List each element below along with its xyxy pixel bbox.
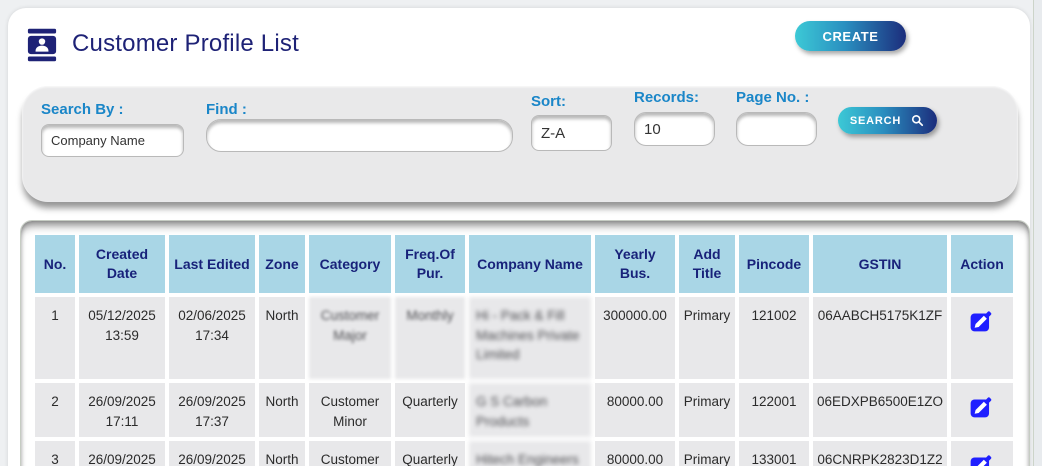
cell-edited: 02/06/2025 17:34 (169, 297, 255, 379)
customer-table-panel: No. Created Date Last Edited Zone Catego… (20, 220, 1030, 466)
main-panel: Customer Profile List CREATE Search By :… (8, 8, 1030, 466)
cell-action (951, 383, 1013, 437)
cell-yearly: 300000.00 (595, 297, 675, 379)
cell-no: 1 (35, 297, 75, 379)
edit-button[interactable] (969, 393, 995, 419)
cell-yearly: 80000.00 (595, 383, 675, 437)
search-button-label: SEARCH (849, 114, 902, 127)
cell-add-title: Primary (679, 441, 735, 466)
sort-label: Sort: (531, 93, 566, 110)
cell-add-title: Primary (679, 383, 735, 437)
find-label: Find : (206, 101, 247, 118)
col-zone: Zone (259, 235, 305, 293)
edit-button[interactable] (969, 451, 995, 466)
cell-freq: Quarterly (395, 441, 465, 466)
pen-square-icon (970, 311, 992, 332)
search-by-input[interactable] (41, 124, 184, 157)
col-company-name: Company Name (469, 235, 591, 293)
col-created-date: Created Date (79, 235, 165, 293)
sort-input[interactable] (531, 115, 612, 151)
col-add-title: Add Title (679, 235, 735, 293)
cell-no: 2 (35, 383, 75, 437)
cell-category: Customer (309, 441, 391, 466)
cell-action (951, 297, 1013, 379)
cell-category: Customer Minor (309, 383, 391, 437)
page-scrollbar[interactable] (1033, 0, 1042, 466)
records-label: Records: (634, 89, 700, 106)
cell-created: 26/09/2025 17:11 (79, 383, 165, 437)
cell-gstin: 06CNRPK2823D1Z2 (813, 441, 947, 466)
col-pincode: Pincode (739, 235, 809, 293)
cell-action (951, 441, 1013, 466)
cell-zone: North (259, 383, 305, 437)
table-header-row: No. Created Date Last Edited Zone Catego… (35, 235, 1013, 293)
search-by-label: Search By : (41, 101, 124, 118)
col-yearly-bus: Yearly Bus. (595, 235, 675, 293)
pen-square-icon (970, 455, 992, 466)
col-no: No. (35, 235, 75, 293)
cell-company: Hitech Engineers (469, 441, 591, 466)
create-button[interactable]: CREATE (795, 21, 906, 51)
cell-category: Customer Major (309, 297, 391, 379)
search-button[interactable]: SEARCH (838, 107, 937, 134)
col-category: Category (309, 235, 391, 293)
cell-company: G S Carbon Products (469, 383, 591, 437)
find-input[interactable] (206, 119, 513, 152)
table-row: 1 05/12/2025 13:59 02/06/2025 17:34 Nort… (35, 297, 1013, 379)
cell-edited: 26/09/2025 17:37 (169, 383, 255, 437)
col-last-edited: Last Edited (169, 235, 255, 293)
page-title: Customer Profile List (72, 30, 299, 57)
pen-square-icon (970, 397, 992, 418)
cell-zone: North (259, 297, 305, 379)
cell-freq: Monthly (395, 297, 465, 379)
cell-created: 26/09/2025 (79, 441, 165, 466)
table-row: 2 26/09/2025 17:11 26/09/2025 17:37 Nort… (35, 383, 1013, 437)
cell-no: 3 (35, 441, 75, 466)
cell-yearly: 80000.00 (595, 441, 675, 466)
magnifier-icon (912, 114, 924, 127)
col-freq-of-pur: Freq.Of Pur. (395, 235, 465, 293)
cell-created: 05/12/2025 13:59 (79, 297, 165, 379)
edit-button[interactable] (969, 307, 995, 333)
col-action: Action (951, 235, 1013, 293)
cell-freq: Quarterly (395, 383, 465, 437)
page-no-label: Page No. : (736, 89, 810, 106)
cell-edited: 26/09/2025 (169, 441, 255, 466)
col-gstin: GSTIN (813, 235, 947, 293)
cell-pincode: 122001 (739, 383, 809, 437)
records-input[interactable] (634, 112, 715, 146)
cell-pincode: 121002 (739, 297, 809, 379)
table-row: 3 26/09/2025 26/09/2025 North Customer Q… (35, 441, 1013, 466)
customer-table: No. Created Date Last Edited Zone Catego… (31, 231, 1017, 466)
cell-gstin: 06EDXPB6500E1ZO (813, 383, 947, 437)
cell-pincode: 133001 (739, 441, 809, 466)
contact-card-icon (27, 28, 57, 62)
cell-company: Hi - Pack & Fill Machines Private Limite… (469, 297, 591, 379)
cell-gstin: 06AABCH5175K1ZF (813, 297, 947, 379)
page-no-input[interactable] (736, 112, 817, 146)
cell-add-title: Primary (679, 297, 735, 379)
cell-zone: North (259, 441, 305, 466)
title-bar: Customer Profile List CREATE (8, 8, 1030, 80)
filter-panel: Search By : Find : Sort: Records: Page N… (22, 86, 1018, 202)
